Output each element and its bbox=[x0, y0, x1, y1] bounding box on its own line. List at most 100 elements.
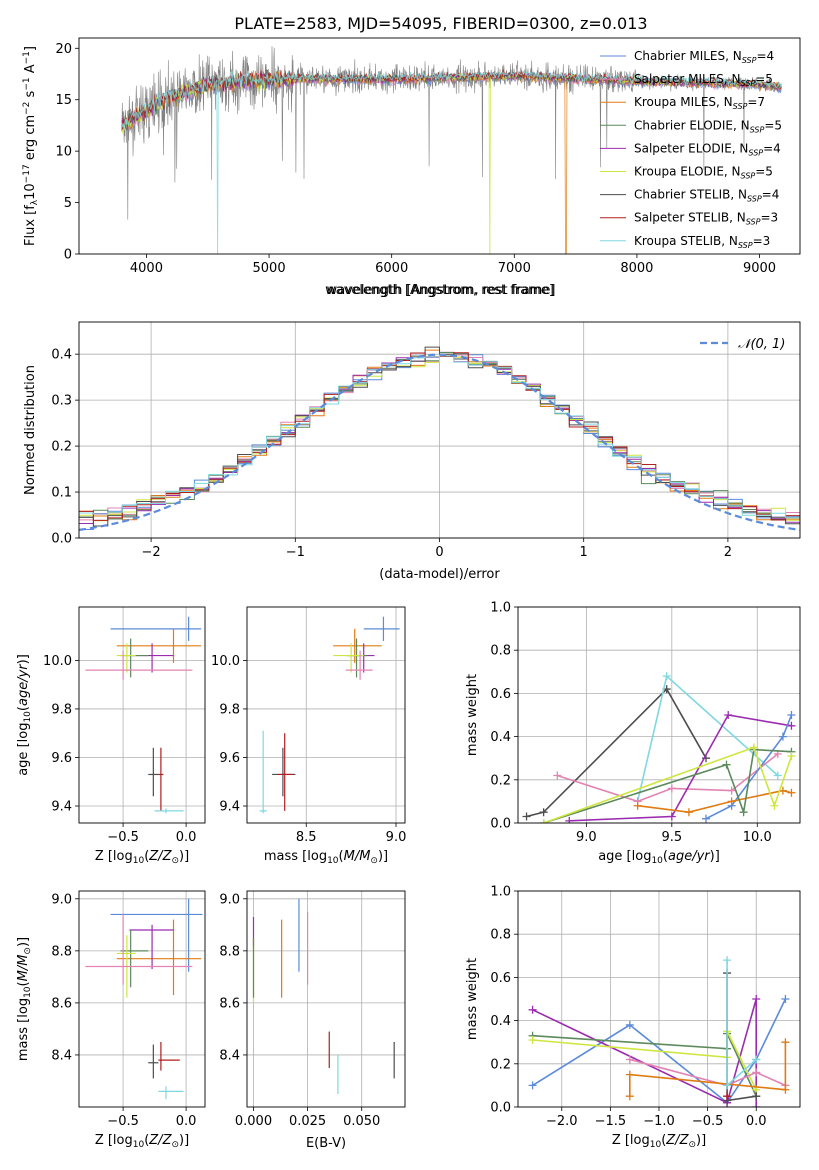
x-tick-label: 9.0 bbox=[576, 830, 597, 845]
y-tick-label: 0.0 bbox=[490, 1101, 511, 1116]
x-tick-label: 0.050 bbox=[343, 1114, 380, 1129]
weight-marker bbox=[528, 1036, 537, 1045]
x-axis-label: mass [log10(M/M⊙)] bbox=[264, 849, 388, 866]
weight-marker bbox=[778, 732, 787, 741]
weight-line bbox=[543, 746, 793, 823]
weight-marker bbox=[739, 808, 748, 817]
y-tick-label: 0.3 bbox=[51, 394, 72, 409]
spectrum-model-line bbox=[121, 68, 782, 254]
x-tick-label: 1 bbox=[580, 545, 588, 560]
error-bar bbox=[345, 650, 373, 680]
axes-frame bbox=[78, 37, 801, 255]
spectrum-model-line bbox=[121, 69, 782, 131]
x-tick-label: 0.0 bbox=[176, 1114, 197, 1129]
weight-line bbox=[629, 1042, 787, 1097]
weight-marker bbox=[787, 721, 796, 730]
x-tick-label: −1.0 bbox=[643, 1114, 675, 1129]
y-tick-label: 8.8 bbox=[51, 944, 72, 959]
histogram-step bbox=[79, 355, 800, 519]
error-bar bbox=[158, 1086, 184, 1100]
y-tick-label: 10 bbox=[55, 145, 72, 160]
y-tick-label: 0.4 bbox=[490, 1014, 511, 1029]
error-bar bbox=[158, 747, 164, 811]
error-bar bbox=[129, 643, 174, 673]
weight-marker bbox=[633, 801, 642, 810]
y-tick-label: 9.8 bbox=[219, 702, 240, 717]
error-bar bbox=[85, 914, 193, 985]
x-tick-label: 9.0 bbox=[386, 830, 407, 845]
y-tick-label: 10.0 bbox=[43, 654, 72, 669]
axes-frame bbox=[246, 890, 406, 1108]
error-bar bbox=[148, 1044, 159, 1079]
weight-marker bbox=[522, 812, 531, 821]
y-axis-label: mass [log10(M/M⊙)] bbox=[16, 937, 33, 1061]
y-axis-label: Normed distribution bbox=[23, 365, 38, 495]
plot-area bbox=[121, 46, 782, 254]
legend-label: Salpeter MILES, NSSP=5 bbox=[634, 72, 773, 88]
x-tick-label: 0.0 bbox=[176, 830, 197, 845]
weight-marker bbox=[667, 812, 676, 821]
weight-marker bbox=[667, 784, 676, 793]
x-axis-label: (data-model)/error bbox=[379, 567, 500, 582]
x-tick-label: 5000 bbox=[253, 261, 286, 276]
y-tick-label: 9.4 bbox=[51, 800, 72, 815]
y-tick-label: 0.2 bbox=[51, 440, 72, 455]
legend-label: Chabrier STELIB, NSSP=4 bbox=[634, 188, 779, 204]
error-bar bbox=[116, 643, 136, 673]
weight-marker bbox=[723, 1092, 732, 1101]
weight-line bbox=[526, 687, 707, 818]
weight-marker bbox=[722, 760, 731, 769]
x-tick-label: 7000 bbox=[498, 261, 531, 276]
weight-marker bbox=[723, 956, 732, 965]
x-tick-label: 9.5 bbox=[661, 830, 682, 845]
weight-line bbox=[637, 789, 792, 814]
error-bar bbox=[333, 643, 364, 673]
error-bar bbox=[120, 930, 149, 988]
weight-marker bbox=[528, 1081, 537, 1090]
x-tick-label: 0.0 bbox=[746, 1114, 767, 1129]
y-axis-label: mass weight bbox=[465, 674, 480, 756]
legend-label: Salpeter STELIB, NSSP=3 bbox=[634, 211, 778, 227]
weight-marker bbox=[684, 808, 693, 817]
axes-frame bbox=[78, 890, 206, 1108]
y-tick-label: 1.0 bbox=[490, 885, 511, 900]
x-axis-label: Z [log10(Z/Z⊙)] bbox=[95, 1133, 189, 1150]
x-tick-label: −0.5 bbox=[692, 1114, 724, 1129]
y-tick-label: 0.0 bbox=[490, 817, 511, 832]
plot-area bbox=[252, 898, 395, 1094]
y-tick-label: 0.2 bbox=[490, 773, 511, 788]
error-bar bbox=[148, 747, 159, 797]
weight-marker bbox=[752, 1055, 761, 1064]
y-tick-label: 0 bbox=[64, 248, 72, 263]
weight-line bbox=[532, 1031, 757, 1091]
y-tick-label: 20 bbox=[55, 42, 72, 57]
weight-marker bbox=[770, 801, 779, 810]
mass-vs-extinction-panel: 0.000 0.025 0.050 8.4 8.6 8.8 9.0 E(B-V) bbox=[219, 890, 406, 1151]
age-vs-metallicity-panel: −0.5 0.0 9.4 9.6 9.8 10.0 Z [log10(Z/Z⊙)] age [… bbox=[16, 606, 206, 866]
x-tick-label: −0.5 bbox=[107, 1114, 139, 1129]
y-axis-label: mass weight bbox=[465, 958, 480, 1040]
y-tick-label: 9.6 bbox=[51, 751, 72, 766]
legend-label: Salpeter ELODIE, NSSP=4 bbox=[634, 141, 781, 157]
legend-label: 𝒩(0, 1) bbox=[738, 337, 785, 352]
y-tick-label: 9.6 bbox=[219, 751, 240, 766]
y-tick-label: 0.8 bbox=[490, 644, 511, 659]
weight-marker bbox=[723, 1081, 732, 1090]
weight-marker bbox=[781, 995, 790, 1003]
legend-label: Kroupa MILES, NSSP=7 bbox=[634, 95, 765, 111]
y-tick-label: 8.4 bbox=[51, 1048, 72, 1063]
plot-area bbox=[522, 672, 796, 823]
error-bar bbox=[110, 898, 203, 972]
weight-marker bbox=[724, 711, 733, 719]
y-tick-label: 0.8 bbox=[490, 928, 511, 943]
figure-title: PLATE=2583, MJD=54095, FIBERID=0300, z=0… bbox=[234, 14, 647, 33]
axes-frame bbox=[517, 890, 801, 1108]
legend-label: Kroupa STELIB, NSSP=3 bbox=[634, 234, 770, 250]
y-tick-label: 0.2 bbox=[490, 1057, 511, 1072]
weight-marker bbox=[773, 771, 782, 780]
weight-line bbox=[705, 714, 793, 820]
weight-marker bbox=[752, 1068, 761, 1077]
y-tick-label: 5 bbox=[64, 196, 72, 211]
weight-marker bbox=[539, 819, 548, 823]
